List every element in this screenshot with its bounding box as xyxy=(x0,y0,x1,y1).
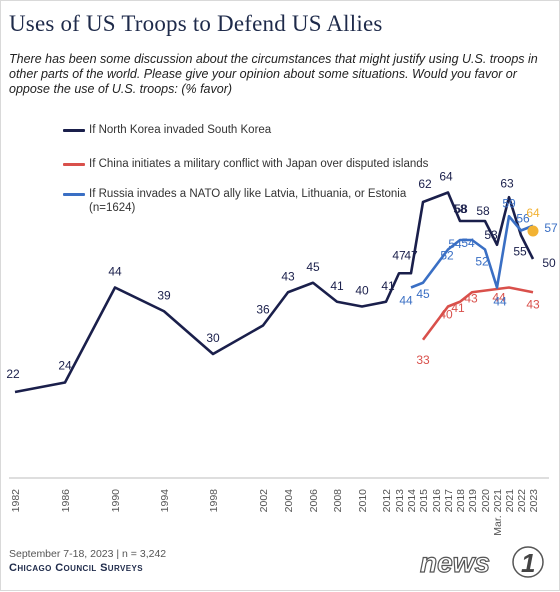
footer-note: September 7-18, 2023 | n = 3,242 xyxy=(9,548,167,560)
data-label-series1-2017: 40 xyxy=(439,308,453,322)
legend-swatch-russia xyxy=(63,193,85,196)
x-tick-label-mar-2021: Mar. 2021 xyxy=(492,489,504,536)
data-label-series0-1990: 44 xyxy=(108,265,122,279)
series-line-if-russia-invades-a-nato-ally- xyxy=(410,214,534,289)
data-label-series0-2020: 58 xyxy=(476,204,490,218)
legend-item-china: If China initiates a military conflict w… xyxy=(63,157,523,179)
x-tick-label-2004: 2004 xyxy=(283,489,295,513)
data-label-series0-1994: 39 xyxy=(157,288,171,302)
x-tick-label-2017: 2017 xyxy=(443,489,455,513)
x-tick-label-1982: 1982 xyxy=(10,489,22,513)
x-tick-label-2020: 2020 xyxy=(480,489,492,513)
watermark-number: 1 xyxy=(521,548,535,578)
legend-swatch-north-korea xyxy=(63,129,85,132)
x-tick-label-1990: 1990 xyxy=(110,489,122,513)
data-label-series0-2019: 58 xyxy=(453,202,467,216)
annotation-label-0: 64 xyxy=(526,206,540,220)
data-label-series0-2006: 45 xyxy=(306,260,320,274)
annotation-dot-0 xyxy=(527,225,539,237)
x-tick-label-1994: 1994 xyxy=(159,489,171,513)
data-label-series0-1998: 30 xyxy=(206,331,220,345)
series-line-if-north-korea-invaded-south-k xyxy=(14,191,535,394)
chart-legend: If North Korea invaded South Korea If Ch… xyxy=(63,123,523,227)
footer-brand: Chicago Council Surveys xyxy=(9,562,143,574)
chart-title: Uses of US Troops to Defend US Allies xyxy=(9,11,383,36)
data-label-series0-2023: 50 xyxy=(542,256,556,270)
data-label-series0-2002: 36 xyxy=(256,303,270,317)
x-tick-label-2010: 2010 xyxy=(357,489,369,513)
data-label-series0-1986: 24 xyxy=(58,359,72,373)
data-label-series0-2008: 41 xyxy=(330,279,344,293)
data-label-series0-2018: 58 xyxy=(454,202,468,216)
data-label-series2-2019: 54 xyxy=(461,236,475,250)
series-layer xyxy=(14,191,535,394)
x-tick-label-2022: 2022 xyxy=(516,489,528,513)
data-label-series2-2021: 59 xyxy=(502,196,516,210)
data-label-series0-2014: 47 xyxy=(404,248,418,262)
legend-item-russia: If Russia invades a NATO ally like Latvi… xyxy=(63,187,523,227)
data-label-series2-2022: 56 xyxy=(516,212,530,226)
legend-label-russia-text: If Russia invades a NATO ally like Latvi… xyxy=(89,188,407,200)
x-tick-label-2008: 2008 xyxy=(332,489,344,513)
data-label-series1-2019: 43 xyxy=(464,291,478,305)
data-label-series0-2017: 64 xyxy=(439,170,453,184)
data-label-series0-2010: 40 xyxy=(355,284,369,298)
data-label-series0-2012: 41 xyxy=(381,279,395,293)
x-tick-label-2015: 2015 xyxy=(418,489,430,513)
data-label-series2-2020: 52 xyxy=(475,255,489,269)
data-label-series2-mar-2021: 44 xyxy=(493,295,507,309)
data-label-series0-2013: 47 xyxy=(392,248,406,262)
data-label-series2-2015: 45 xyxy=(416,287,430,301)
data-label-series0-2022: 55 xyxy=(513,244,527,258)
x-tick-label-2019: 2019 xyxy=(467,489,479,513)
x-tick-layer: 1982 1986 1990 1994 1998 2002 2004 2006 2008 2010… xyxy=(10,489,540,536)
data-label-series1-2018: 41 xyxy=(451,301,465,315)
data-label-series2-2018: 54 xyxy=(448,237,462,251)
series-line-if-china-initiates-a-military- xyxy=(421,286,534,341)
legend-label-russia: If Russia invades a NATO ally like Latvi… xyxy=(89,187,406,215)
watermark-text: news xyxy=(420,547,490,578)
data-label-series2-2023: 57 xyxy=(544,221,558,235)
x-tick-label-2018: 2018 xyxy=(455,489,467,513)
x-tick-label-2012: 2012 xyxy=(381,489,393,513)
x-tick-label-2021: 2021 xyxy=(504,489,516,513)
x-tick-label-1986: 1986 xyxy=(60,489,72,513)
data-label-series0-2004: 43 xyxy=(281,269,295,283)
data-label-series0-mar-2021: 53 xyxy=(484,228,498,242)
x-tick-label-2023: 2023 xyxy=(528,489,540,513)
data-label-series1-2015: 33 xyxy=(416,353,430,367)
x-tick-label-1998: 1998 xyxy=(208,489,220,513)
chart-subtitle: There has been some discussion about the… xyxy=(9,52,538,96)
data-label-series1-2021: 44 xyxy=(492,291,506,305)
data-label-series2-2014: 44 xyxy=(399,294,413,308)
x-tick-label-2016: 2016 xyxy=(431,489,443,513)
legend-label-russia-note: (n=1624) xyxy=(89,202,136,214)
news1-watermark-logo: news 1 xyxy=(419,546,544,579)
data-label-series0-1982: 22 xyxy=(6,367,20,381)
data-label-series0-2021: 63 xyxy=(500,176,514,190)
legend-swatch-china xyxy=(63,163,85,166)
x-tick-label-2014: 2014 xyxy=(406,489,418,513)
x-tick-label-2013: 2013 xyxy=(394,489,406,513)
x-tick-label-2006: 2006 xyxy=(308,489,320,513)
legend-label-china: If China initiates a military conflict w… xyxy=(89,158,429,170)
data-label-series2-2017: 52 xyxy=(440,249,454,263)
data-label-series0-2015: 62 xyxy=(418,177,432,191)
data-label-series1-2023: 43 xyxy=(526,297,540,311)
legend-item-north-korea: If North Korea invaded South Korea xyxy=(63,123,523,145)
legend-label-north-korea: If North Korea invaded South Korea xyxy=(89,124,272,136)
x-tick-label-2002: 2002 xyxy=(258,489,270,513)
watermark-circle xyxy=(512,546,544,578)
